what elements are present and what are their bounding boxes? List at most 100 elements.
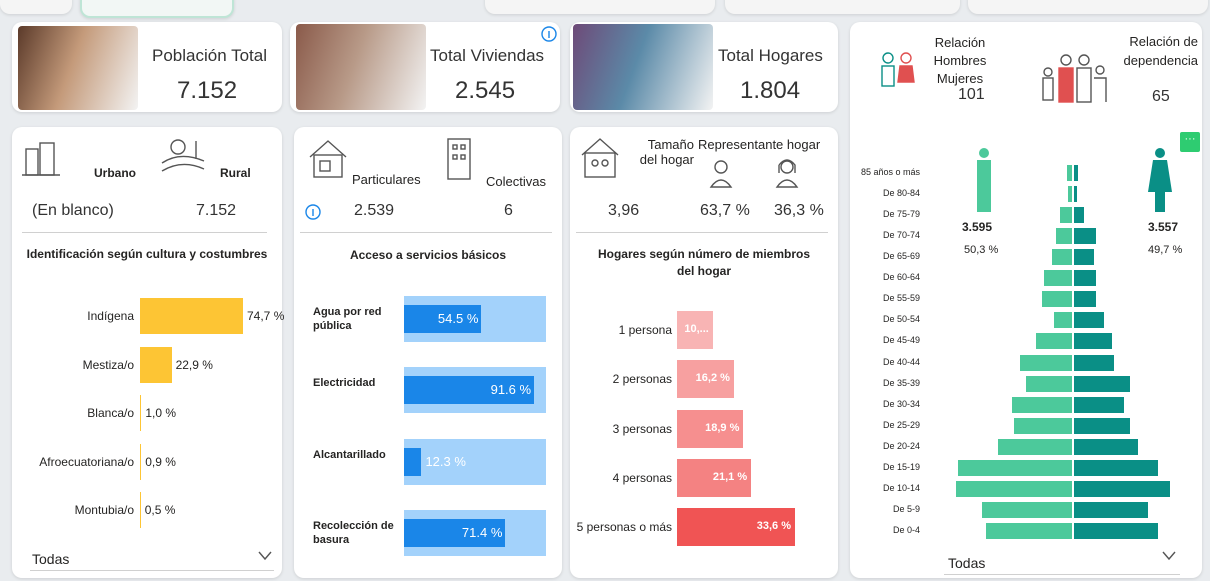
- home-icon: [580, 137, 620, 181]
- chevron[interactable]: [258, 551, 272, 561]
- tab[interactable]: [80, 0, 234, 18]
- kpi-card: Población Total 7.152: [12, 22, 282, 112]
- bar: [1074, 312, 1104, 328]
- bar: [404, 448, 421, 476]
- value-label: 0,9 %: [145, 455, 176, 469]
- bar: [1074, 333, 1112, 349]
- category-label: De 20-24: [883, 441, 920, 451]
- kpi-value: 1.804: [740, 77, 800, 105]
- category-label: De 60-64: [883, 272, 920, 282]
- value: 3,96: [608, 202, 639, 220]
- building-icon: [444, 137, 476, 181]
- bar: [140, 492, 141, 528]
- kpi-label: Población Total: [152, 46, 267, 66]
- value-label: 21,1 %: [713, 471, 747, 483]
- label: Tamaño del hogar: [628, 137, 694, 167]
- more-button[interactable]: ···: [1180, 132, 1200, 152]
- bar: [1067, 165, 1072, 181]
- tab[interactable]: [485, 0, 715, 14]
- bar: [1060, 207, 1072, 223]
- dashboard: Población Total 7.152 Total Viviendas 2.…: [0, 0, 1210, 581]
- bar: [1056, 228, 1072, 244]
- category-label: Recolección de basura: [313, 519, 395, 547]
- bar: [1074, 249, 1094, 265]
- bar: [1074, 397, 1124, 413]
- value: 6: [504, 202, 513, 220]
- value-label: 16,2 %: [696, 372, 730, 384]
- value: 2.539: [354, 202, 394, 220]
- total: 3.557: [1148, 220, 1178, 234]
- bar: [982, 502, 1072, 518]
- category-label: De 50-54: [883, 314, 920, 324]
- label: Representante hogar: [698, 137, 820, 152]
- kpi-card: Total Viviendas 2.545: [290, 22, 560, 112]
- slicer[interactable]: Todas: [948, 555, 985, 571]
- tab[interactable]: [968, 0, 1208, 14]
- value: 63,7 %: [700, 202, 750, 220]
- photo: [296, 24, 426, 110]
- bar: [1074, 523, 1158, 539]
- category-label: De 70-74: [883, 230, 920, 240]
- info-icon[interactable]: [541, 26, 557, 42]
- bar: [1074, 460, 1158, 476]
- value-label: 10,...: [684, 323, 708, 335]
- info-icon[interactable]: [305, 204, 321, 220]
- category-label: Mestiza/o: [83, 358, 134, 372]
- category-label: De 45-49: [883, 335, 920, 345]
- label: Particulares: [352, 172, 421, 187]
- bar: [1012, 397, 1072, 413]
- bar: [1074, 165, 1078, 181]
- value: 7.152: [196, 202, 236, 220]
- bar: [1074, 291, 1096, 307]
- category-label: Blanca/o: [87, 406, 134, 420]
- label: Relación de dependencia: [1120, 32, 1198, 70]
- value: 36,3 %: [774, 202, 824, 220]
- family-icon: [1038, 52, 1108, 108]
- share: 50,3 %: [964, 244, 998, 256]
- category-label: De 25-29: [883, 420, 920, 430]
- bar: [1042, 291, 1072, 307]
- chevron[interactable]: [1162, 551, 1176, 561]
- category-label: De 35-39: [883, 378, 920, 388]
- chart-title: Identificación según cultura y costumbre…: [12, 247, 282, 261]
- bar: [140, 347, 172, 383]
- category-label: De 75-79: [883, 209, 920, 219]
- tab[interactable]: [725, 0, 960, 14]
- value: 101: [958, 86, 985, 104]
- divider: [576, 232, 828, 233]
- category-label: De 5-9: [893, 504, 920, 514]
- value-label: 54.5 %: [438, 311, 478, 326]
- value-label: 12.3 %: [425, 454, 465, 469]
- tab[interactable]: [0, 0, 72, 14]
- category-label: De 65-69: [883, 251, 920, 261]
- divider: [944, 574, 1180, 575]
- bar: [1074, 418, 1130, 434]
- share: 49,7 %: [1148, 244, 1182, 256]
- chart-title: Hogares según número de miembros del hog…: [590, 246, 818, 280]
- label: (En blanco): [32, 202, 114, 220]
- category-label: De 40-44: [883, 357, 920, 367]
- house-icon: [308, 139, 348, 179]
- rural-icon: [160, 137, 206, 177]
- category-label: De 55-59: [883, 293, 920, 303]
- slicer[interactable]: Todas: [32, 551, 69, 567]
- bar: [1074, 502, 1148, 518]
- bar: [986, 523, 1072, 539]
- category-label: 3 personas: [613, 422, 672, 436]
- bar: [1074, 355, 1114, 371]
- bar: [1074, 270, 1096, 286]
- divider: [30, 570, 274, 571]
- bar: [1020, 355, 1072, 371]
- bar: [1052, 249, 1072, 265]
- category-label: Agua por red pública: [313, 305, 395, 333]
- category-label: Montubia/o: [75, 503, 134, 517]
- bar: [1044, 270, 1072, 286]
- bar: [140, 298, 243, 334]
- category-label: Indígena: [87, 309, 134, 323]
- woman-figure: [1148, 148, 1172, 212]
- total: 3.595: [962, 220, 992, 234]
- divider: [22, 232, 267, 233]
- category-label: 85 años o más: [861, 167, 920, 177]
- category-label: 1 persona: [619, 323, 672, 337]
- photo: [573, 24, 713, 110]
